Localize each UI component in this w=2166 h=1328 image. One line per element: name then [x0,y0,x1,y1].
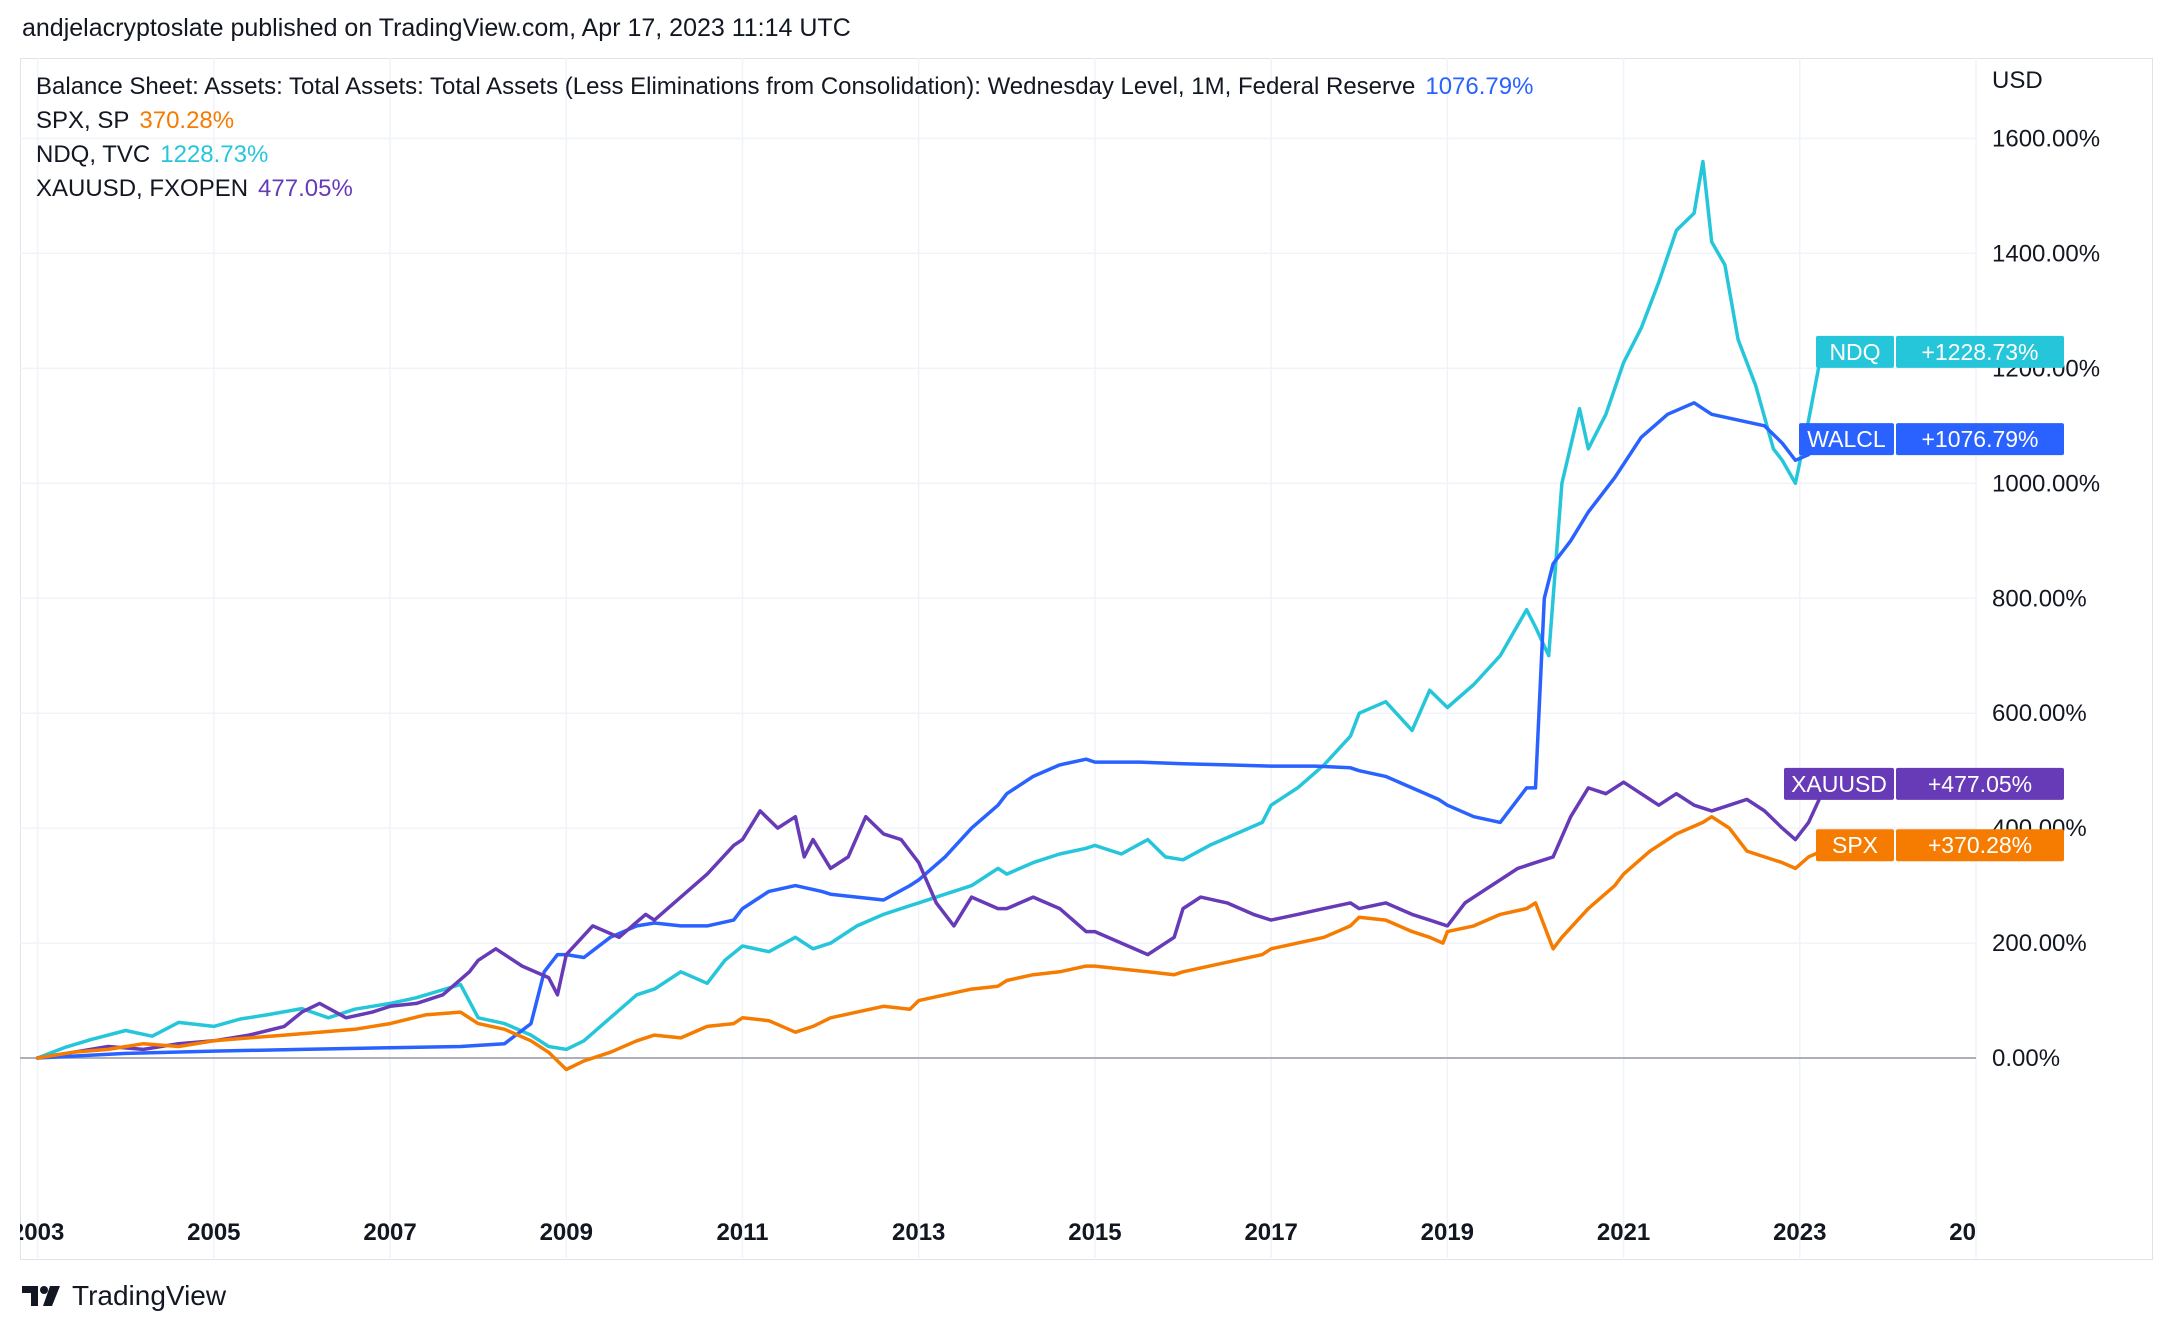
x-tick-label: 2011 [716,1219,768,1246]
badge-label-bg [1784,767,1894,800]
legend-label: XAUUSD, FXOPEN [36,175,249,202]
y-tick-label: 1000.00% [1992,470,2100,497]
badge-value: +477.05% [1928,771,2032,797]
badge-ndq[interactable]: NDQ +1228.73% [1816,335,2064,368]
badge-label-bg [1816,829,1894,862]
publisher-line: andjelacryptoslate published on TradingV… [22,14,851,42]
badge-label: XAUUSD [1791,771,1887,797]
x-tick-label: 2019 [1421,1219,1474,1246]
legend-label: NDQ, TVC [36,141,151,168]
x-tick-label: 2013 [892,1219,945,1246]
currency-label: USD [1992,67,2043,94]
badge-label-bg [1799,423,1894,456]
badge-value-bg [1896,767,2064,800]
y-tick-label: 800.00% [1992,585,2087,612]
footer-brand[interactable]: TradingView [72,1280,227,1311]
badge-value-bg [1896,829,2064,862]
badge-spx[interactable]: SPX +370.28% [1816,829,2064,862]
footer: TradingView [22,1280,226,1312]
x-tick-label: 2003 [11,1219,64,1246]
legend: Balance Sheet: Assets: Total Assets: Tot… [36,70,1533,206]
x-tick-label: 2023 [1773,1219,1826,1246]
legend-label: Balance Sheet: Assets: Total Assets: Tot… [36,73,1416,100]
badge-value: +1076.79% [1921,426,2038,452]
badge-label: WALCL [1807,426,1886,452]
tradingview-logo-icon[interactable] [22,1284,62,1308]
x-tick-label: 2005 [187,1219,240,1246]
x-tick-label: 2007 [363,1219,416,1246]
badge-xauusd[interactable]: XAUUSD +477.05% [1784,767,2064,800]
legend-row-walcl[interactable]: Balance Sheet: Assets: Total Assets: Tot… [36,70,1533,104]
badge-value: +370.28% [1928,832,2032,858]
x-tick-label: 2021 [1597,1219,1650,1246]
badge-value-bg [1896,423,2064,456]
y-tick-label: 1400.00% [1992,240,2100,267]
series-lines [35,159,1833,1072]
y-axis: USD0.00%200.00%400.00%600.00%800.00%1000… [1992,67,2100,1072]
series-line-xauusd[interactable] [35,780,1833,1060]
legend-value: 1076.79% [1425,73,1534,100]
badge-label-bg [1816,335,1894,368]
y-tick-label: 200.00% [1992,930,2087,957]
x-tick-label: 2015 [1068,1219,1121,1246]
x-tick-label: 2017 [1244,1219,1297,1246]
legend-value: 370.28% [139,107,235,134]
legend-row-xauusd[interactable]: XAUUSD, FXOPEN 477.05% [36,172,1533,206]
x-tick-label: 2009 [540,1219,593,1246]
series-line-ndq[interactable] [35,159,1833,1060]
badge-label: SPX [1832,832,1878,858]
y-tick-label: 600.00% [1992,700,2087,727]
series-line-spx[interactable] [35,814,1833,1072]
chart-frame [20,58,2153,1260]
legend-row-ndq[interactable]: NDQ, TVC 1228.73% [36,138,1533,172]
badge-value: +1228.73% [1921,339,2038,365]
x-axis: 2003 2005 2007 2009 2011 2013 2015 2017 2019 2021… [11,1219,2002,1246]
badge-walcl[interactable]: WALCL +1076.79% [1799,423,2064,456]
price-badges: NDQ +1228.73% WALCL +1076.79% XAUUSD +477.05%… [1784,335,2064,862]
badge-value-bg [1896,335,2064,368]
y-tick-label: 1600.00% [1992,125,2100,152]
legend-label: SPX, SP [36,107,130,134]
legend-value: 1228.73% [160,141,269,168]
grid [20,58,1977,1258]
x-tick-label: 2025 [1949,1219,2002,1246]
badge-label: NDQ [1829,339,1880,365]
y-tick-label: 0.00% [1992,1045,2060,1072]
legend-value: 477.05% [258,175,353,202]
legend-row-spx[interactable]: SPX, SP 370.28% [36,104,1533,138]
